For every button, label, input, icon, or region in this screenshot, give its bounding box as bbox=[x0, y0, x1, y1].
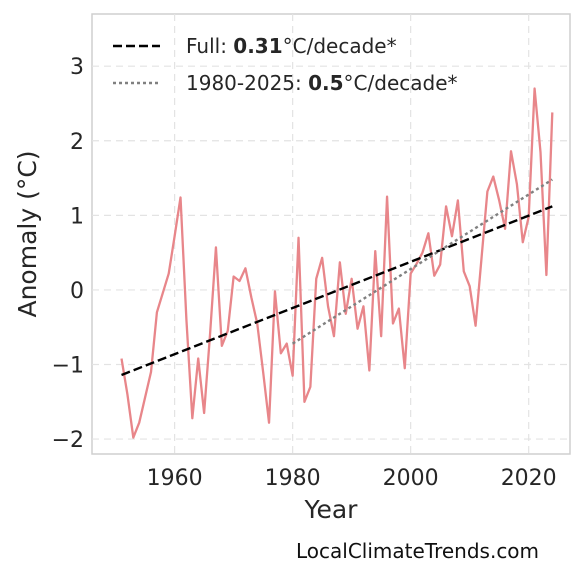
y-ticks: 3 2 1 0 −1 −2 bbox=[52, 55, 84, 453]
watermark: LocalClimateTrends.com bbox=[296, 539, 539, 563]
legend-prefix: Full: bbox=[186, 34, 233, 58]
x-tick-label: 1980 bbox=[265, 466, 321, 491]
legend-suffix: °C/decade* bbox=[344, 71, 458, 95]
x-tick-label: 2020 bbox=[501, 466, 557, 491]
y-tick-label: 2 bbox=[70, 130, 84, 155]
legend-entry: 1980-2025: 0.5°C/decade* bbox=[186, 71, 458, 95]
x-tick-label: 1960 bbox=[147, 466, 203, 491]
x-axis-label: Year bbox=[304, 495, 359, 524]
y-tick-label: 1 bbox=[70, 204, 84, 229]
y-axis-label: Anomaly (°C) bbox=[13, 150, 42, 317]
y-tick-label: 3 bbox=[70, 55, 84, 80]
legend-prefix: 1980-2025: bbox=[186, 71, 308, 95]
legend-value: 0.31 bbox=[233, 34, 282, 58]
y-tick-label: −1 bbox=[52, 354, 84, 379]
legend-value: 0.5 bbox=[308, 71, 343, 95]
y-tick-label: 0 bbox=[70, 279, 84, 304]
y-tick-label: −2 bbox=[52, 428, 84, 453]
x-ticks: 1960 1980 2000 2020 bbox=[147, 466, 557, 491]
legend-entry: Full: 0.31°C/decade* bbox=[186, 34, 397, 58]
x-tick-label: 2000 bbox=[383, 466, 439, 491]
legend-suffix: °C/decade* bbox=[283, 34, 397, 58]
